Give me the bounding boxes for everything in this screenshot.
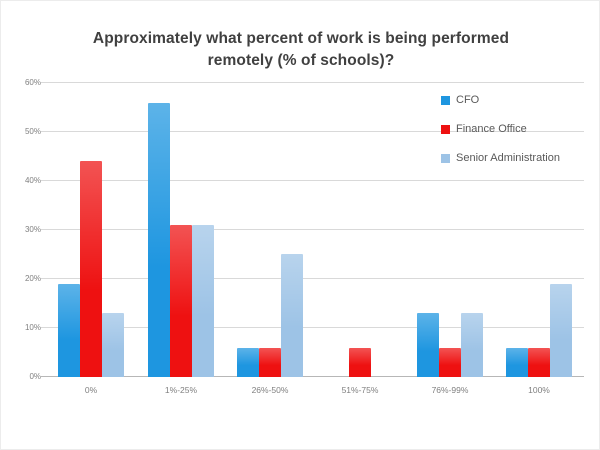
legend-item-finance-office: Finance Office (441, 122, 560, 136)
y-axis-tick-label: 10% (24, 323, 41, 332)
bar-senior-administration (102, 313, 124, 377)
y-axis-tick-label: 50% (24, 127, 41, 136)
y-axis-tick-label: 30% (24, 225, 41, 234)
legend-label: CFO (456, 94, 480, 106)
legend-item-senior-administration: Senior Administration (441, 151, 560, 165)
gridline (41, 327, 584, 328)
gridline (41, 278, 584, 279)
bar-finance-office (349, 348, 371, 377)
bar-cfo (417, 313, 439, 377)
x-axis-category-label: 0% (84, 385, 98, 395)
bar-senior-administration (192, 225, 214, 377)
legend-marker-icon (441, 124, 450, 134)
y-axis-tick-label: 0% (29, 372, 41, 381)
bar-finance-office (528, 348, 550, 377)
x-axis-line (41, 376, 584, 377)
legend: CFO Finance Office Senior Administration (441, 93, 560, 180)
bar-cfo (237, 348, 259, 377)
y-axis-tick-label: 60% (24, 78, 41, 87)
x-axis-labels: 0% 1%-25% 26%-50% 51%-75% 76%-99% 100% (46, 385, 584, 397)
legend-label: Senior Administration (456, 152, 560, 164)
bar-senior-administration (550, 284, 572, 377)
legend-label: Finance Office (456, 123, 527, 135)
bar-finance-office (259, 348, 281, 377)
legend-item-cfo: CFO (441, 93, 560, 107)
bar-senior-administration (461, 313, 483, 377)
x-axis-category-label: 100% (528, 385, 550, 395)
plot-area (41, 82, 584, 377)
bar-senior-administration (281, 254, 303, 377)
gridline (41, 82, 584, 83)
legend-marker-icon (441, 153, 450, 163)
gridline (41, 229, 584, 230)
y-axis-tick-label: 40% (24, 176, 41, 185)
bar-finance-office (80, 161, 102, 377)
legend-marker-icon (441, 95, 450, 105)
bar-cfo (506, 348, 528, 377)
y-axis-tick-label: 20% (24, 274, 41, 283)
bar-finance-office (439, 348, 461, 377)
x-axis-category-label: 51%-75% (341, 385, 379, 395)
x-axis-category-label: 26%-50% (251, 385, 289, 395)
x-axis-category-label: 76%-99% (431, 385, 469, 395)
gridline (41, 131, 584, 132)
bar-cfo (58, 284, 80, 377)
gridline (41, 180, 584, 181)
x-axis-category-label: 1%-25% (164, 385, 198, 395)
bar-cfo (148, 103, 170, 377)
bar-finance-office (170, 225, 192, 377)
chart-title: Approximately what percent of work is be… (92, 30, 510, 70)
